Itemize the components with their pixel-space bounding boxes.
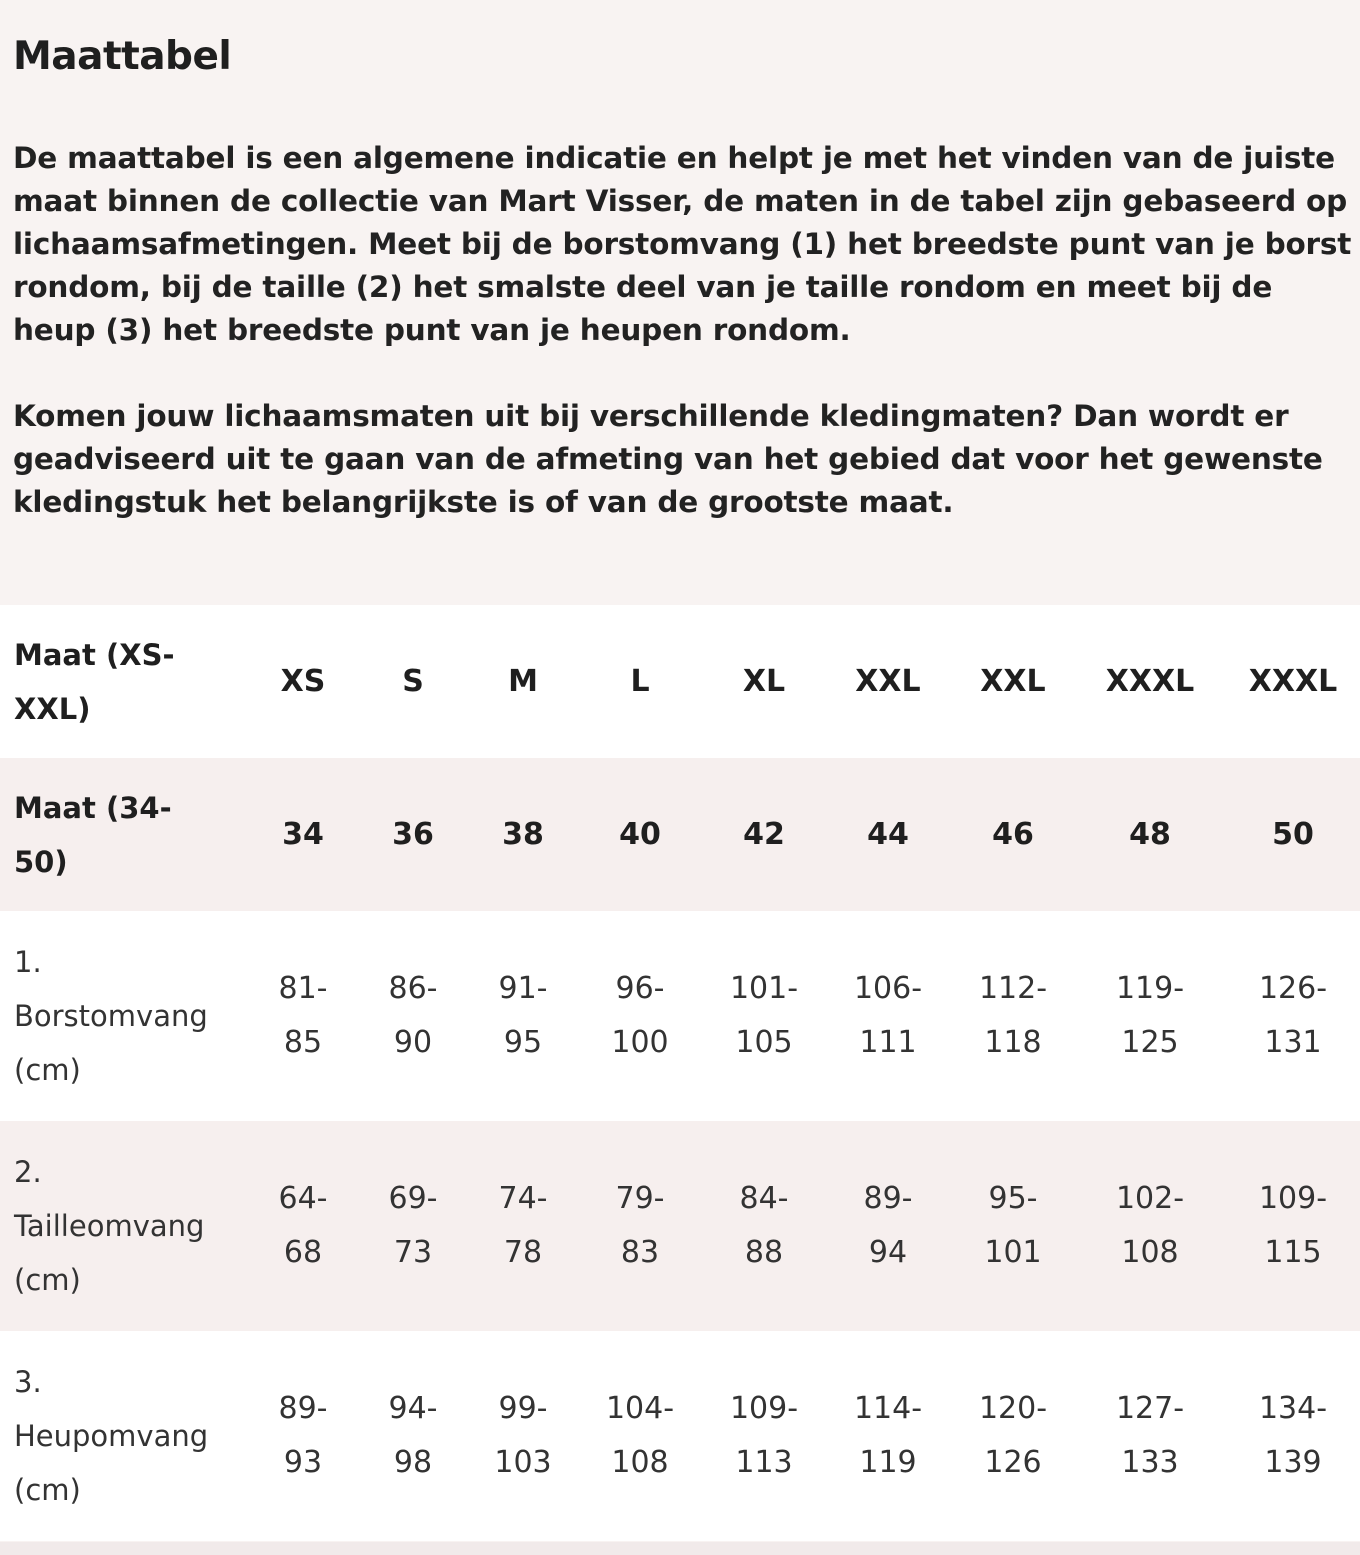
table-cell: 95- 101 (984, 1181, 1042, 1270)
table-cell: 36 (392, 816, 434, 852)
table-cell: 114- 119 (853, 1391, 923, 1480)
table-cell: 46 (992, 816, 1034, 852)
waist-row: 2. Tailleomvang (cm) 64- 68 69- 73 74- 78 79- 83 84… (0, 1121, 1360, 1331)
row-label: Maat (34-50) (14, 790, 172, 879)
hip-row: 3. Heupomvang (cm) 89- 93 94- 98 99- 103 104- 108 1… (0, 1331, 1360, 1541)
table-cell: 42 (743, 816, 785, 852)
row-label-cell: Maat (34-50) (0, 758, 250, 911)
table-cell: 101- 105 (729, 971, 799, 1060)
table-cell: 96- 100 (611, 971, 669, 1060)
advice-paragraph: Komen jouw lichaamsmaten uit bij verschi… (13, 399, 1323, 519)
table-cell: 69- 73 (388, 1181, 438, 1270)
table-cell: XXL (980, 663, 1046, 699)
table-cell: XS (280, 663, 326, 699)
table-bottom-strip (0, 1542, 1360, 1555)
table-cell: 44 (867, 816, 909, 852)
table-cell: 86- 90 (388, 971, 438, 1060)
table-cell: 120- 126 (978, 1391, 1048, 1480)
table-cell: 127- 133 (1115, 1391, 1185, 1480)
row-label: 2. Tailleomvang (cm) (14, 1155, 205, 1297)
size-table: Maat (XS-XXL) XS S M L XL XXL XXL XXXL XXXL Maat (… (0, 605, 1360, 1541)
table-cell: 64- 68 (278, 1181, 328, 1270)
table-cell: 109- 113 (729, 1391, 799, 1480)
table-cell: 104- 108 (605, 1391, 675, 1480)
table-cell: XXL (855, 663, 921, 699)
row-label: 3. Heupomvang (cm) (14, 1365, 209, 1507)
table-cell: 74- 78 (498, 1181, 548, 1270)
table-cell: 84- 88 (739, 1181, 789, 1270)
table-cell: XXXL (1248, 663, 1338, 699)
table-cell: 89- 94 (863, 1181, 913, 1270)
size-letter-row: Maat (XS-XXL) XS S M L XL XXL XXL XXXL XXXL (0, 605, 1360, 758)
table-cell: 38 (502, 816, 544, 852)
table-cell: XXXL (1105, 663, 1195, 699)
intro-paragraph: De maattabel is een algemene indicatie e… (13, 141, 1352, 347)
table-cell: 89- 93 (278, 1391, 328, 1480)
row-label-cell: Maat (XS-XXL) (0, 605, 250, 758)
table-cell: 112- 118 (978, 971, 1048, 1060)
table-cell: 91- 95 (498, 971, 548, 1060)
chest-row: 1. Borstomvang (cm) 81- 85 86- 90 91- 95 96- 100 10… (0, 911, 1360, 1121)
table-cell: 34 (282, 816, 324, 852)
size-number-row: Maat (34-50) 34 36 38 40 42 44 46 48 50 (0, 758, 1360, 911)
table-cell: 81- 85 (278, 971, 328, 1060)
table-cell: 48 (1129, 816, 1171, 852)
table-cell: 79- 83 (615, 1181, 665, 1270)
table-cell: L (630, 663, 650, 699)
row-label: 1. Borstomvang (cm) (14, 945, 208, 1087)
table-cell: 94- 98 (388, 1391, 438, 1480)
table-cell: 126- 131 (1258, 971, 1328, 1060)
table-cell: 40 (619, 816, 661, 852)
page-title: Maattabel (13, 34, 232, 79)
table-cell: 50 (1272, 816, 1314, 852)
table-cell: 134- 139 (1258, 1391, 1328, 1480)
row-label: Maat (XS-XXL) (14, 637, 175, 726)
table-cell: 106- 111 (853, 971, 923, 1060)
table-cell: M (508, 663, 538, 699)
table-cell: 102- 108 (1115, 1181, 1185, 1270)
table-cell: 99- 103 (494, 1391, 552, 1480)
table-cell: S (402, 663, 424, 699)
table-cell: 119- 125 (1115, 971, 1185, 1060)
table-cell: 109- 115 (1258, 1181, 1328, 1270)
table-cell: XL (742, 663, 786, 699)
